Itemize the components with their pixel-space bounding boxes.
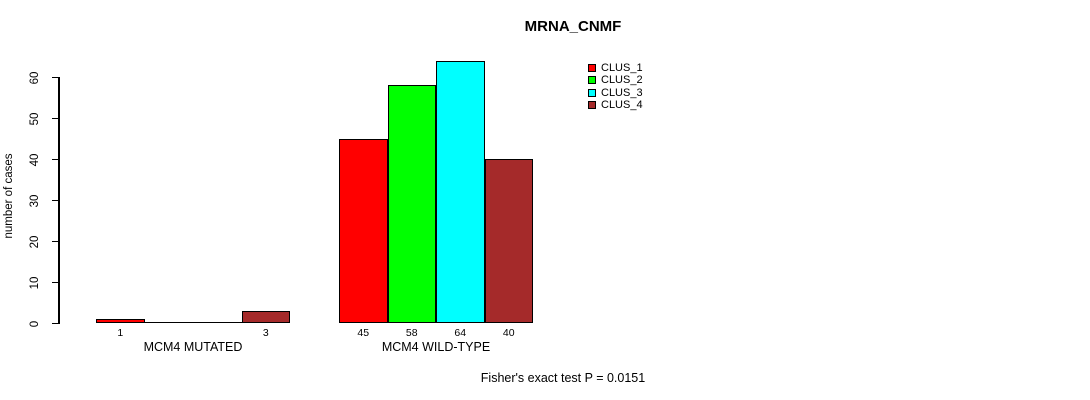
zero-height-bar-clus_2-1	[144, 322, 193, 323]
y-tick-label: 50	[29, 112, 41, 125]
legend-item-clus_4: CLUS_4	[588, 99, 643, 111]
y-axis-label: number of cases	[3, 153, 15, 239]
y-tick-mark	[52, 282, 58, 283]
y-tick-mark	[52, 118, 58, 119]
bar-clus_2-2	[387, 85, 436, 323]
chart-title: MRNA_CNMF	[524, 18, 622, 35]
y-tick-label: 20	[29, 235, 41, 248]
bar-clus_1-1	[96, 318, 145, 323]
y-tick-mark	[52, 200, 58, 201]
group-label-1: MCM4 MUTATED	[143, 340, 243, 354]
bar-value-label: 40	[502, 327, 515, 339]
bar-clus_3-2	[436, 60, 485, 323]
y-tick-label: 10	[29, 276, 41, 289]
y-tick-mark	[52, 323, 58, 324]
legend-item-clus_1: CLUS_1	[588, 62, 643, 74]
bar-value-label: 45	[357, 327, 370, 339]
footnote: Fisher's exact test P = 0.0151	[480, 371, 646, 385]
legend-swatch-icon	[588, 64, 596, 73]
y-tick-mark	[52, 241, 58, 242]
y-tick-label: 60	[29, 71, 41, 84]
y-axis-line	[58, 77, 60, 324]
legend-swatch-icon	[588, 76, 596, 85]
y-tick-label: 40	[29, 153, 41, 166]
bar-clus_4-1	[241, 310, 290, 323]
legend-item-clus_3: CLUS_3	[588, 87, 643, 99]
y-tick-mark	[52, 77, 58, 78]
legend-label: CLUS_2	[601, 74, 643, 87]
group-label-2: MCM4 WILD-TYPE	[381, 340, 491, 354]
bar-value-label: 64	[454, 327, 467, 339]
bar-value-label: 1	[117, 327, 124, 339]
legend: CLUS_1 CLUS_2 CLUS_3 CLUS_4	[588, 62, 643, 111]
legend-label: CLUS_4	[601, 99, 643, 112]
legend-label: CLUS_1	[601, 62, 643, 75]
y-tick-label: 0	[29, 320, 41, 327]
bar-value-label: 3	[262, 327, 269, 339]
zero-height-bar-clus_3-1	[193, 322, 242, 323]
y-tick-mark	[52, 159, 58, 160]
bar-clus_1-2	[339, 138, 388, 323]
y-tick-label: 30	[29, 194, 41, 207]
bar-clus_4-2	[484, 159, 533, 323]
legend-swatch-icon	[588, 101, 596, 110]
legend-item-clus_2: CLUS_2	[588, 74, 643, 86]
legend-label: CLUS_3	[601, 86, 643, 99]
legend-swatch-icon	[588, 88, 596, 97]
bar-value-label: 58	[405, 327, 418, 339]
